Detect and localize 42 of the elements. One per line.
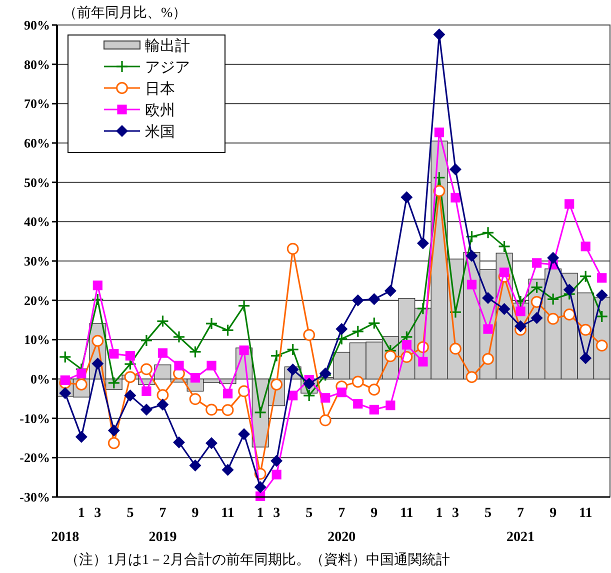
x-tick-label: 11 <box>221 506 234 521</box>
y-tick-label: 0% <box>30 372 50 387</box>
legend-label: 輸出計 <box>145 38 190 55</box>
y-tick-label: -10% <box>20 410 50 426</box>
y-tick-label: 60% <box>24 136 50 151</box>
x-tick-label: 7 <box>159 506 166 521</box>
x-tick-label: 11 <box>578 506 592 521</box>
legend-label: アジア <box>145 60 190 76</box>
text: （注）1月は1－2月合計の前年同期比。（資料）中国通関統計 <box>65 552 450 568</box>
y-tick-label: 10% <box>24 332 50 348</box>
y-axis-title: （前年同月比、%） <box>63 5 187 21</box>
y-tick-label: 80% <box>24 56 50 72</box>
x-tick-label: 3 <box>452 506 459 521</box>
legend-label: 欧州 <box>145 102 175 120</box>
y-tick-label: 90% <box>24 18 50 33</box>
text: 2019 <box>148 530 177 545</box>
x-tick-label: 7 <box>338 506 346 521</box>
text: 2018 <box>51 530 80 545</box>
y-tick-label: 70% <box>24 96 50 112</box>
legend-label: 米国 <box>145 124 175 141</box>
x-tick-label: 11 <box>400 506 414 521</box>
x-tick-label: 3 <box>273 506 280 521</box>
x-tick-label: 1 <box>78 506 85 521</box>
y-tick-label: -20% <box>20 450 50 466</box>
x-tick-label: 5 <box>126 506 134 521</box>
y-tick-label: 40% <box>24 214 50 230</box>
x-tick-label: 9 <box>192 506 199 521</box>
legend-label: 日本 <box>145 80 175 98</box>
x-tick-label: 9 <box>550 506 557 521</box>
y-tick-label: -30% <box>20 490 50 505</box>
x-tick-label: 1 <box>256 506 264 521</box>
y-tick-label: 50% <box>24 174 50 190</box>
y-tick-label: 30% <box>24 254 50 269</box>
x-tick-label: 5 <box>484 506 492 521</box>
text: 2020 <box>328 530 356 545</box>
y-tick-label: 20% <box>24 292 50 308</box>
x-tick-label: 9 <box>370 506 378 521</box>
x-tick-label: 5 <box>306 506 313 521</box>
text: 2021 <box>506 530 535 545</box>
x-tick-label: 7 <box>517 506 524 521</box>
x-tick-label: 1 <box>436 506 443 521</box>
x-tick-label: 3 <box>94 506 102 521</box>
